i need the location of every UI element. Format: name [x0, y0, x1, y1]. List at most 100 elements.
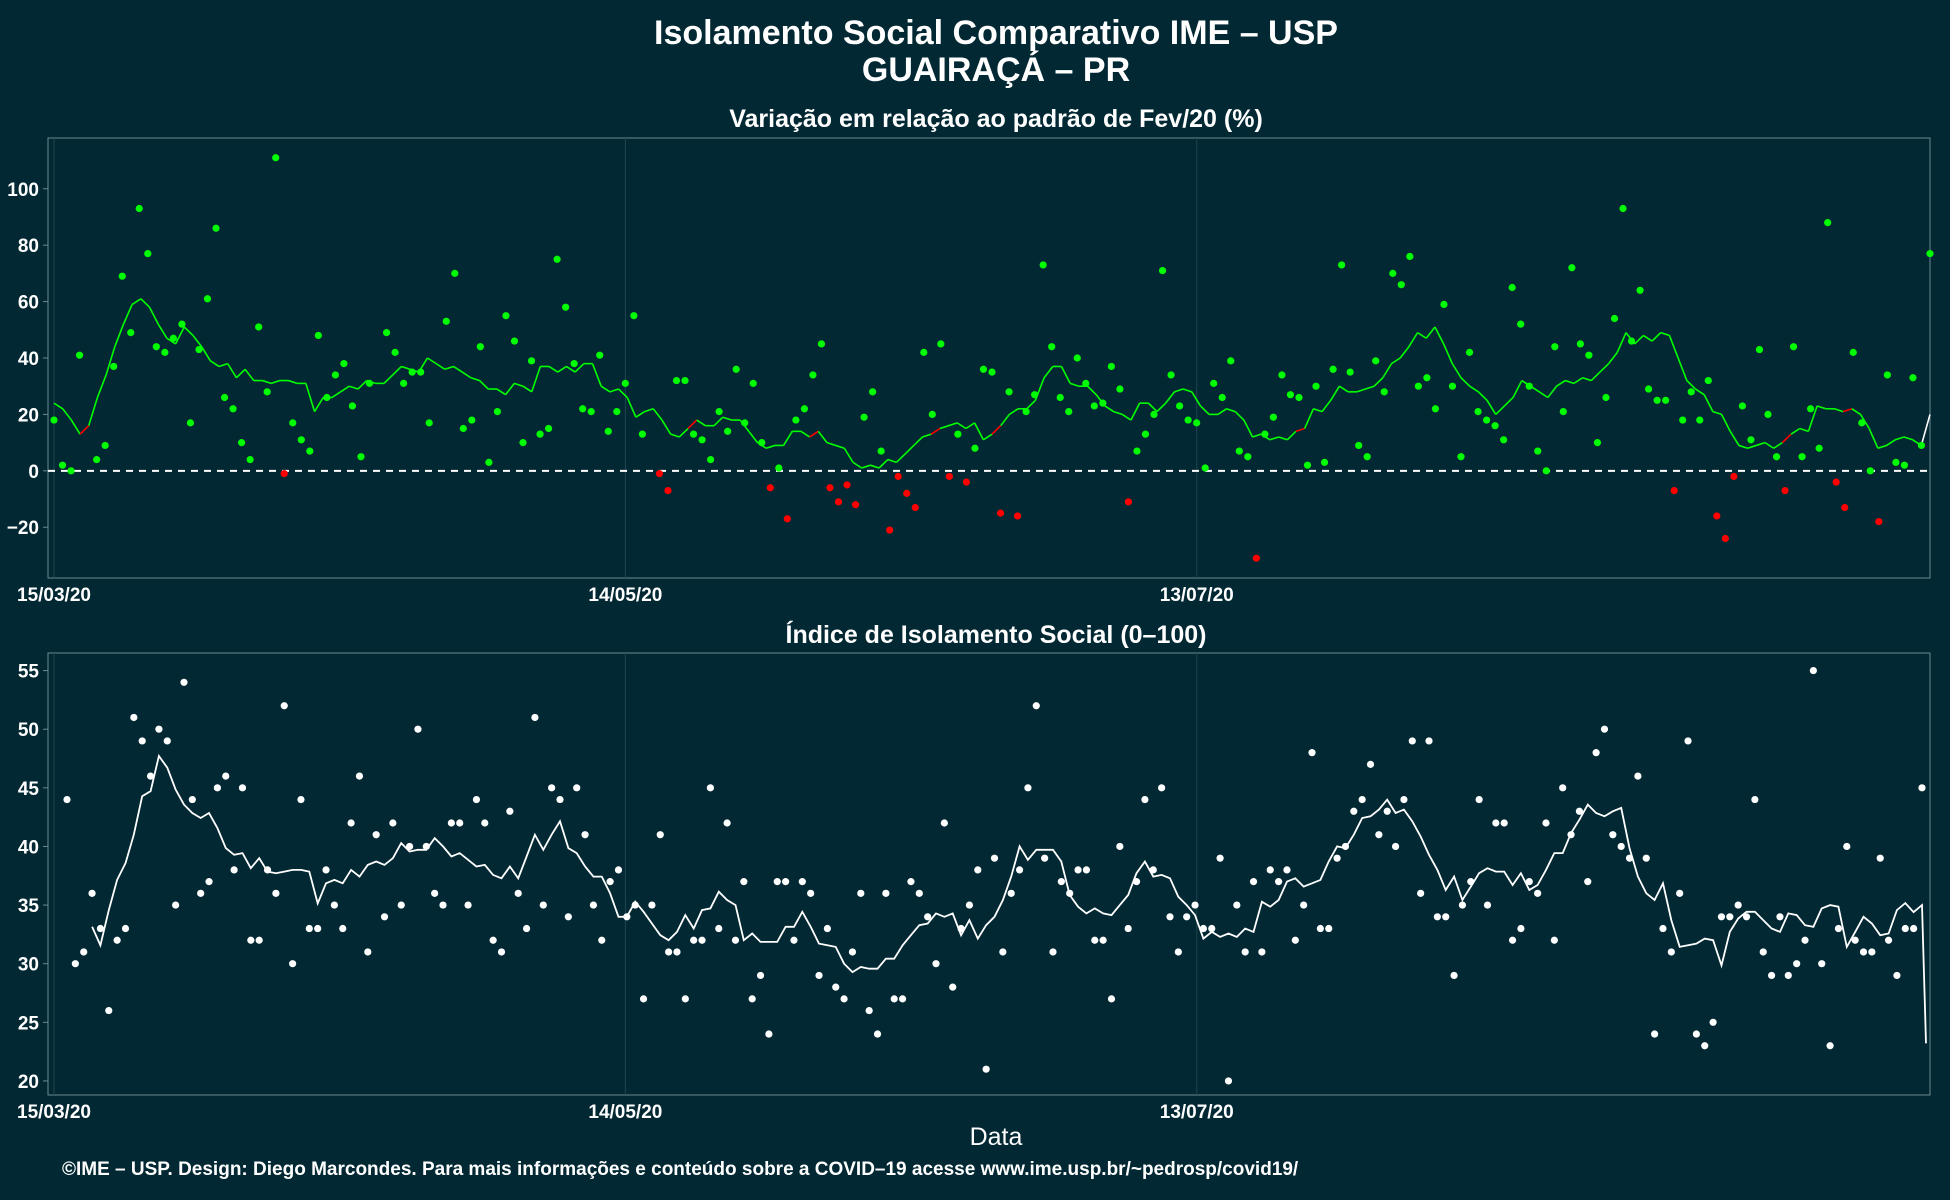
variation-point [886, 526, 894, 534]
variation-trend-segment [1816, 405, 1827, 410]
index-point [506, 807, 514, 815]
variation-point [1917, 441, 1926, 450]
index-point [857, 889, 865, 897]
variation-point [1440, 300, 1448, 309]
variation-point [178, 320, 186, 328]
index-point [1249, 878, 1258, 886]
variation-point [758, 439, 766, 447]
index-point [96, 924, 105, 933]
variation-trend-segment [1417, 331, 1427, 339]
variation-point [1022, 407, 1030, 416]
variation-trend-segment [331, 391, 342, 399]
index-point [1350, 807, 1358, 815]
variation-trend-segment [982, 433, 993, 441]
variation-trend-segment [1842, 408, 1853, 413]
variation-trend-segment [1738, 444, 1748, 450]
index-point [915, 889, 923, 897]
variation-point [1883, 371, 1891, 379]
index-point [1091, 936, 1099, 944]
variation-point [1849, 348, 1857, 356]
index-point [1918, 784, 1926, 792]
variation-trend-segment [427, 357, 437, 365]
index-y-tick-label: 35 [18, 896, 40, 917]
index-point [907, 878, 915, 886]
variation-point [1269, 413, 1277, 421]
index-point [1174, 948, 1182, 956]
variation-point [161, 348, 169, 356]
variation-point [1039, 261, 1047, 269]
variation-point [408, 368, 416, 376]
index-point [1575, 807, 1584, 815]
index-point [71, 960, 79, 968]
index-point [1233, 901, 1241, 909]
variation-trend-segment [148, 306, 159, 325]
index-point [380, 913, 389, 921]
variation-point [536, 430, 544, 438]
index-panel-title: Índice de Isolamento Social (0–100) [786, 620, 1207, 649]
variation-trend-segment [1060, 366, 1071, 384]
index-point [247, 936, 255, 944]
variation-trend-segment [1382, 363, 1393, 379]
variation-trend-segment [1425, 326, 1436, 339]
variation-point [331, 371, 339, 379]
variation-trend-segment [270, 379, 281, 385]
variation-trend-segment [930, 427, 941, 435]
variation-point [1201, 464, 1209, 472]
variation-point [1005, 388, 1013, 396]
variation-trend-segment [1226, 408, 1236, 413]
index-point [1742, 913, 1751, 921]
index-point [606, 878, 614, 886]
variation-trend-segment [956, 422, 967, 430]
variation-point [1568, 264, 1576, 272]
variation-point [314, 331, 322, 340]
index-point [1124, 924, 1132, 933]
variation-trend-segment [53, 402, 64, 410]
index-point [723, 819, 731, 827]
index-point [481, 819, 489, 827]
variation-trend-segment [1503, 396, 1514, 407]
variation-point [672, 376, 681, 385]
variation-point [459, 424, 467, 433]
variation-point [638, 430, 646, 438]
index-point [255, 936, 263, 944]
variation-trend-segment [1486, 399, 1497, 415]
variation-panel-title: Variação em relação ao padrão de Fev/20 … [729, 105, 1263, 133]
variation-trend-segment [87, 397, 99, 426]
variation-trend-segment [1321, 399, 1332, 413]
variation-trend-segment [1616, 332, 1627, 353]
variation-trend-segment [904, 444, 915, 455]
index-point [1216, 854, 1224, 862]
index-point [698, 936, 706, 944]
variation-trend-segment [782, 430, 793, 446]
index-point [765, 1030, 773, 1038]
index-point [364, 948, 372, 956]
index-point [1082, 866, 1091, 874]
variation-trend-segment [1121, 413, 1132, 421]
variation-trend-segment [262, 379, 272, 385]
variation-trend-segment [1695, 388, 1705, 396]
variation-trend-segment [227, 363, 238, 379]
variation-y-tick-label: 60 [18, 293, 39, 314]
variation-trend-segment [1286, 430, 1297, 441]
index-point [1442, 913, 1450, 921]
index-point [1057, 878, 1065, 886]
variation-trend-segment [1590, 371, 1601, 382]
index-point [1049, 948, 1057, 956]
variation-point [1610, 314, 1619, 323]
index-point [1868, 948, 1876, 956]
variation-point [1193, 419, 1201, 427]
index-point [456, 819, 464, 827]
variation-point [1465, 348, 1474, 356]
index-point [1024, 784, 1032, 792]
index-point [1500, 819, 1508, 827]
chart-subtitle: GUAIRAÇÁ – PR [862, 51, 1130, 89]
variation-trend-segment [574, 363, 585, 373]
variation-trend-segment [174, 326, 185, 345]
variation-trend-segment [765, 444, 776, 450]
chart-title: Isolamento Social Comparativo IME – USP [654, 14, 1338, 52]
variation-point [400, 379, 408, 387]
variation-trend-segment [183, 326, 194, 337]
variation-point [579, 405, 587, 413]
variation-point [502, 312, 510, 320]
index-point [314, 924, 322, 933]
